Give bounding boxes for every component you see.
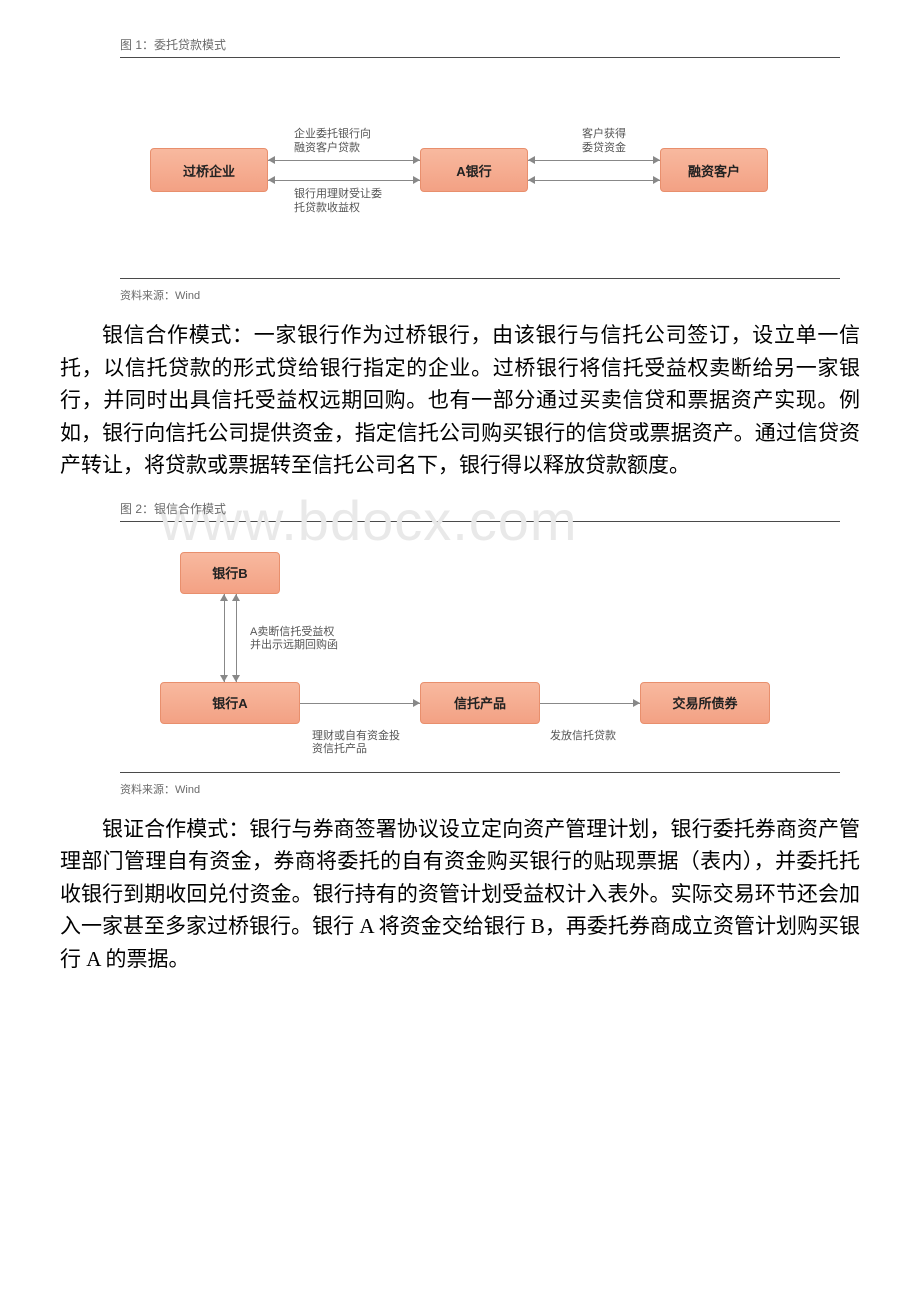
edge-label: A卖断信托受益权 并出示远期回购函	[250, 626, 338, 654]
edge-label-bottom: 理财或自有资金投 资信托产品	[312, 730, 400, 758]
figure-1-source: 资料来源：Wind	[120, 279, 840, 307]
arrow-right-icon	[413, 156, 420, 164]
edge-line	[540, 703, 640, 704]
edge-label-bottom: 银行用理财受让委 托贷款收益权	[294, 188, 382, 216]
node-label: 交易所债券	[672, 693, 737, 712]
node-label: 银行A	[212, 693, 247, 712]
paragraph-2: 银证合作模式：银行与券商签署协议设立定向资产管理计划，银行委托券商资产管理部门管…	[60, 813, 860, 976]
edge-line	[224, 594, 225, 682]
node-bank-a: A银行	[420, 148, 528, 192]
arrow-right-icon	[413, 699, 420, 707]
arrow-right-icon	[653, 156, 660, 164]
figure-2-title: 图 2：银信合作模式	[120, 494, 840, 521]
node-label: 过桥企业	[183, 161, 235, 180]
node-label: 银行B	[212, 563, 247, 582]
node-exchange-bond: 交易所债券	[640, 682, 770, 724]
node-bank-b: 银行B	[180, 552, 280, 594]
edge-line	[528, 160, 660, 161]
arrow-right-icon	[413, 176, 420, 184]
edge-line	[236, 594, 237, 682]
arrow-left-icon	[268, 156, 275, 164]
edge-line	[268, 160, 420, 161]
node-trust-product: 信托产品	[420, 682, 540, 724]
edge-line	[268, 180, 420, 181]
arrow-up-icon	[220, 594, 228, 601]
arrow-right-icon	[653, 176, 660, 184]
arrow-left-icon	[528, 176, 535, 184]
arrow-left-icon	[268, 176, 275, 184]
figure-1-canvas: 过桥企业 A银行 融资客户 企业委托银行向 融资客户贷款 银行用理财受让委 托贷…	[120, 58, 840, 278]
arrow-up-icon	[232, 594, 240, 601]
figure-1-title: 图 1：委托贷款模式	[120, 30, 840, 57]
node-bridge-enterprise: 过桥企业	[150, 148, 268, 192]
paragraph-1: 银信合作模式：一家银行作为过桥银行，由该银行与信托公司签订，设立单一信托，以信托…	[60, 319, 860, 482]
edge-line	[300, 703, 420, 704]
arrow-down-icon	[220, 675, 228, 682]
figure-1: 图 1：委托贷款模式 过桥企业 A银行 融资客户 企业委托银行向 融资客户贷款 …	[120, 30, 840, 307]
edge-label-top: 客户获得 委贷资金	[582, 128, 626, 156]
edge-label-bottom: 发放信托贷款	[550, 730, 616, 744]
figure-2: www.bdocx.com 图 2：银信合作模式 银行B 银行A 信托产品 交易…	[120, 494, 840, 801]
node-label: A银行	[456, 161, 491, 180]
node-label: 信托产品	[454, 693, 506, 712]
arrow-left-icon	[528, 156, 535, 164]
arrow-down-icon	[232, 675, 240, 682]
node-financing-client: 融资客户	[660, 148, 768, 192]
node-bank-a2: 银行A	[160, 682, 300, 724]
arrow-right-icon	[633, 699, 640, 707]
figure-2-source: 资料来源：Wind	[120, 773, 840, 801]
figure-2-canvas: 银行B 银行A 信托产品 交易所债券 A卖断信托受益权 并出示远期回购函 理财或…	[120, 522, 840, 772]
edge-label-top: 企业委托银行向 融资客户贷款	[294, 128, 371, 156]
edge-line	[528, 180, 660, 181]
document-page: 图 1：委托贷款模式 过桥企业 A银行 融资客户 企业委托银行向 融资客户贷款 …	[0, 30, 920, 975]
node-label: 融资客户	[688, 161, 740, 180]
